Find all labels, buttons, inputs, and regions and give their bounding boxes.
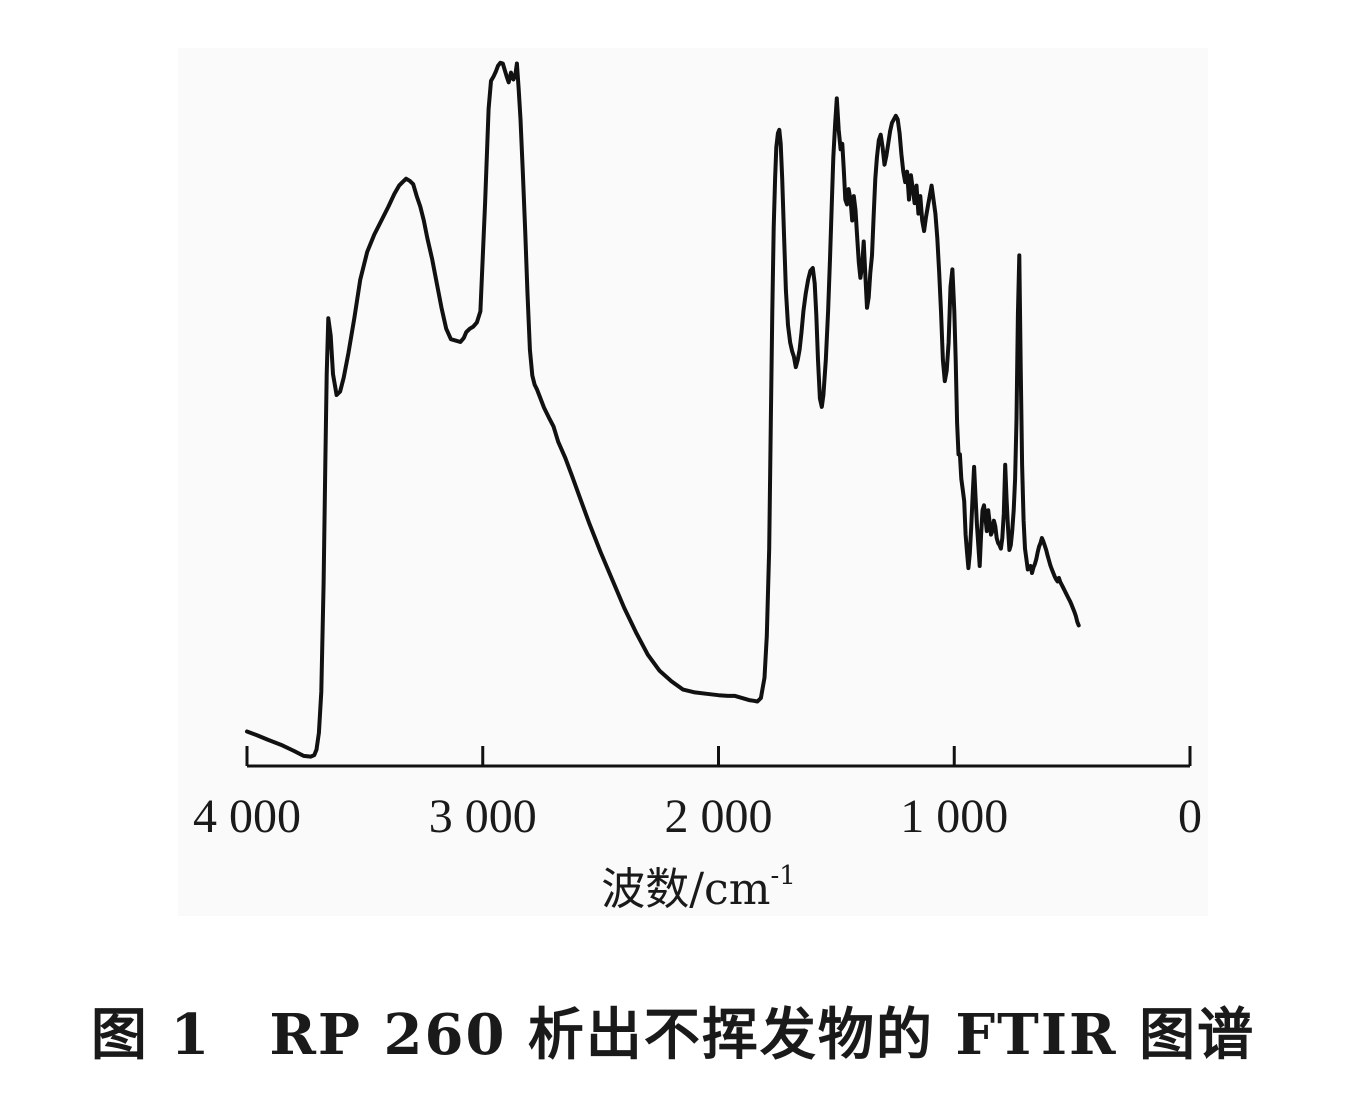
x-axis-title: 波数/cm-1 (601, 861, 796, 915)
figure-panel (178, 48, 1208, 916)
x-tick-label-3000: 3 000 (429, 790, 537, 843)
x-tick-label-0: 0 (1178, 790, 1202, 843)
x-axis-title-superscript: -1 (770, 861, 795, 891)
x-axis-ticks (245, 746, 1192, 766)
x-axis-tick-labels: 4 000 3 000 2 000 1 000 0 (193, 790, 1202, 843)
x-tick-label-2000: 2 000 (665, 790, 773, 843)
x-tick-label-1000: 1 000 (900, 790, 1008, 843)
spectrum-line (245, 60, 1081, 759)
figure-caption: 图 1 RP 260 析出不挥发物的 FTIR 图谱 (90, 1002, 1256, 1068)
x-tick-label-4000: 4 000 (193, 790, 301, 843)
x-axis-title-main: 波数/cm (601, 864, 770, 915)
